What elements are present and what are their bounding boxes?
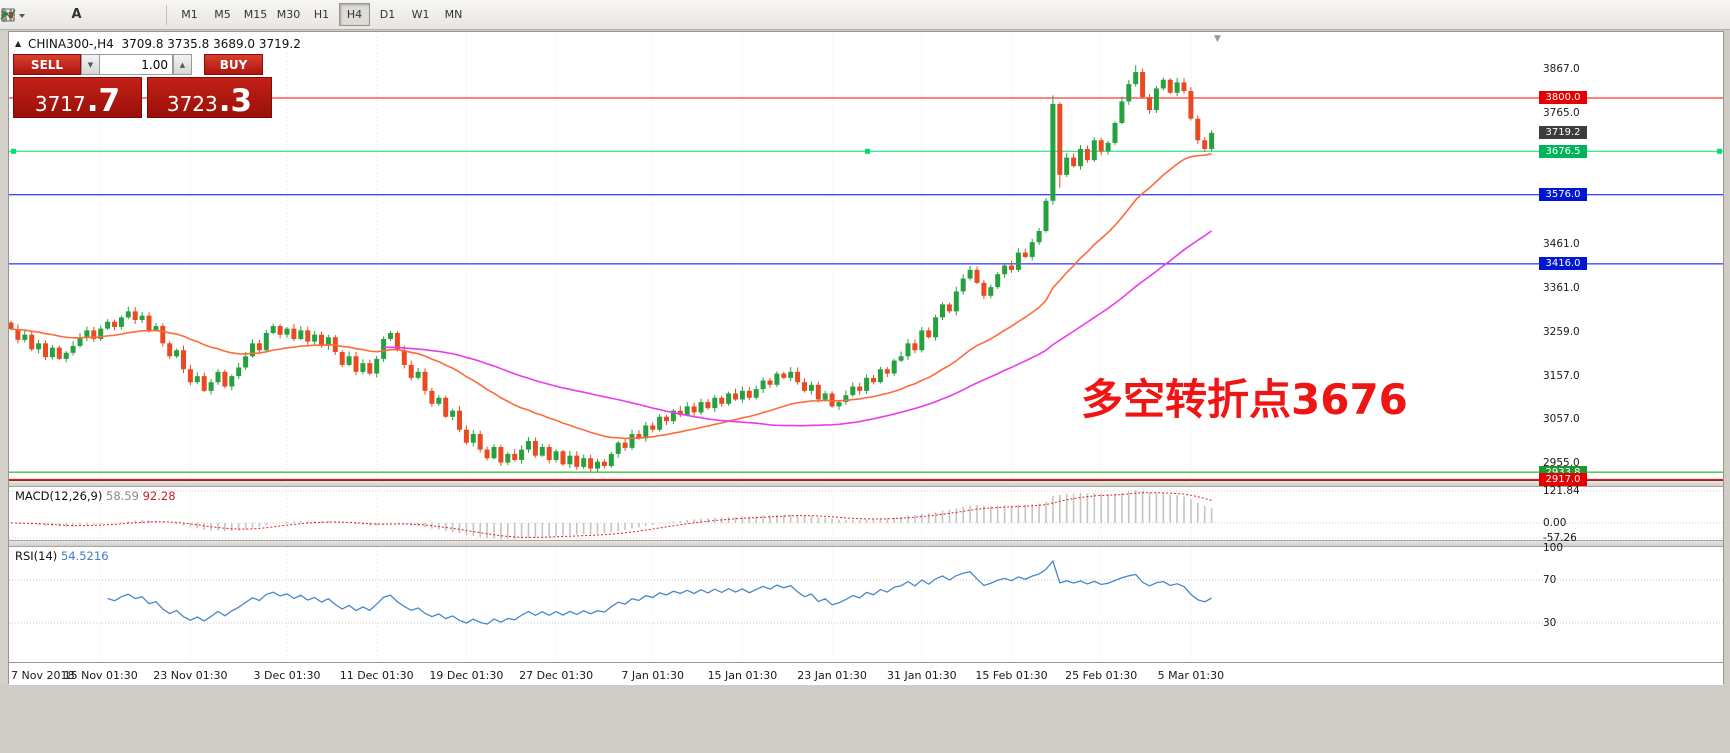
macd-panel-separator[interactable]: [9, 480, 1723, 487]
buy-button[interactable]: BUY: [204, 54, 263, 75]
time-axis-label: 25 Feb 01:30: [1065, 669, 1138, 682]
price-tick-label: 3057.0: [1543, 412, 1580, 425]
timeframe-button-m5[interactable]: M5: [214, 8, 231, 21]
macd-axis-label: 121.84: [1543, 485, 1580, 497]
time-axis-label: 15 Jan 01:30: [707, 669, 778, 682]
time-axis-label: 15 Nov 01:30: [63, 669, 138, 682]
timeframe-button-w1[interactable]: W1: [411, 8, 430, 21]
time-axis-label: 27 Dec 01:30: [519, 669, 594, 682]
macd-label: MACD(12,26,9) 58.59 92.28: [15, 489, 176, 503]
buy-price-display[interactable]: 3723 .3: [147, 77, 272, 118]
sell-price-frac: .7: [86, 82, 121, 119]
chart-window: ▲ CHINA300-,H4 3709.8 3735.8 3689.0 3719…: [8, 31, 1724, 685]
time-axis[interactable]: 7 Nov 2018 15 Nov 01:30 23 Nov 01:30 3 Dec …: [9, 662, 1723, 685]
sell-button[interactable]: SELL: [13, 54, 81, 75]
time-axis-label: 7 Jan 01:30: [621, 669, 685, 682]
macd-value-1: 58.59: [106, 489, 139, 503]
volume-dropdown-button[interactable]: ▼: [81, 54, 100, 75]
one-click-trade-panel: SELL ▼ ▲ BUY 3717 .7 3723 .3: [13, 54, 272, 118]
price-badge: 2917.0: [1539, 472, 1587, 486]
timeframe-button-m1[interactable]: M1: [181, 8, 198, 21]
symbol-marker-icon: ▲: [15, 39, 22, 48]
price-tick-label: 3259.0: [1543, 325, 1580, 338]
volume-up-button[interactable]: ▲: [173, 54, 192, 75]
price-badge: 3416.0: [1539, 257, 1587, 271]
macd-panel[interactable]: [9, 487, 1723, 542]
time-axis-label: 23 Nov 01:30: [153, 669, 228, 682]
price-tick-label: 3157.0: [1543, 369, 1580, 382]
timeframe-group: M1 M5 M15 M30 H1 H4 D1 W1 MN: [173, 3, 470, 26]
time-axis-label: 3 Dec 01:30: [253, 669, 321, 682]
sell-price-main: 3717: [34, 92, 86, 116]
volume-input[interactable]: [100, 54, 173, 75]
time-axis-label: 23 Jan 01:30: [797, 669, 867, 682]
time-axis-label: 15 Feb 01:30: [975, 669, 1048, 682]
chart-shift-marker-icon[interactable]: ▼: [1214, 34, 1221, 44]
rsi-panel-separator[interactable]: [9, 540, 1723, 547]
macd-value-2: 92.28: [142, 489, 176, 503]
macd-axis-label: -57.26: [1543, 532, 1577, 545]
timeframe-button-mn[interactable]: MN: [444, 8, 463, 21]
price-badge: 3576.0: [1539, 188, 1587, 202]
chart-title: ▲ CHINA300-,H4 3709.8 3735.8 3689.0 3719…: [15, 37, 301, 51]
text-tool-icon[interactable]: A: [71, 7, 82, 22]
time-axis-label: 7 Nov 2018: [11, 669, 75, 682]
rsi-label: RSI(14) 54.5216: [15, 549, 109, 563]
toolbar: A M1 M5 M15 M30 H1 H4 D1 W1 MN: [0, 0, 1730, 30]
rsi-panel[interactable]: [9, 547, 1723, 662]
chart-annotation-text: 多空转折点3676: [1081, 375, 1408, 424]
price-tick-label: 3867.0: [1543, 63, 1580, 75]
price-tick-label: 3461.0: [1543, 238, 1580, 251]
timeframe-button-h4[interactable]: H4: [339, 3, 370, 26]
template-icon[interactable]: [1, 2, 120, 28]
price-badge: 3800.0: [1539, 91, 1587, 105]
rsi-value: 54.5216: [60, 549, 109, 563]
time-axis-label: 19 Dec 01:30: [429, 669, 504, 682]
timeframe-button-d1[interactable]: D1: [379, 8, 396, 21]
price-tick-label: 3765.0: [1543, 107, 1580, 120]
buy-price-frac: .3: [218, 82, 253, 119]
indicators-dropdown-icon[interactable]: [0, 2, 160, 28]
timeframe-button-m30[interactable]: M30: [276, 8, 301, 21]
price-badge: 3676.5: [1539, 144, 1587, 158]
timeframe-button-m15[interactable]: M15: [243, 8, 268, 21]
time-axis-label: 5 Mar 01:30: [1157, 669, 1225, 682]
chart-ohlc: 3709.8 3735.8 3689.0 3719.2: [121, 37, 301, 51]
time-axis-label: 11 Dec 01:30: [339, 669, 414, 682]
buy-price-main: 3723: [166, 92, 218, 116]
chart-symbol: CHINA300-,H4: [27, 37, 114, 51]
sell-price-display[interactable]: 3717 .7: [13, 77, 142, 118]
macd-axis-label: 0.00: [1543, 517, 1567, 529]
rsi-axis-label: 100: [1543, 541, 1564, 554]
price-tick-label: 3361.0: [1543, 281, 1580, 294]
timeframe-button-h1[interactable]: H1: [313, 8, 330, 21]
indicators-icon-svg: [0, 9, 25, 19]
price-badge: 3719.2: [1539, 126, 1587, 140]
time-axis-label: 31 Jan 01:30: [886, 669, 957, 682]
rsi-axis-label: 30: [1543, 617, 1557, 629]
grid-icon[interactable]: [1, 2, 62, 28]
toolbar-separator: [166, 4, 167, 25]
price-chart[interactable]: [9, 32, 1723, 480]
rsi-axis-label: 70: [1543, 574, 1557, 586]
